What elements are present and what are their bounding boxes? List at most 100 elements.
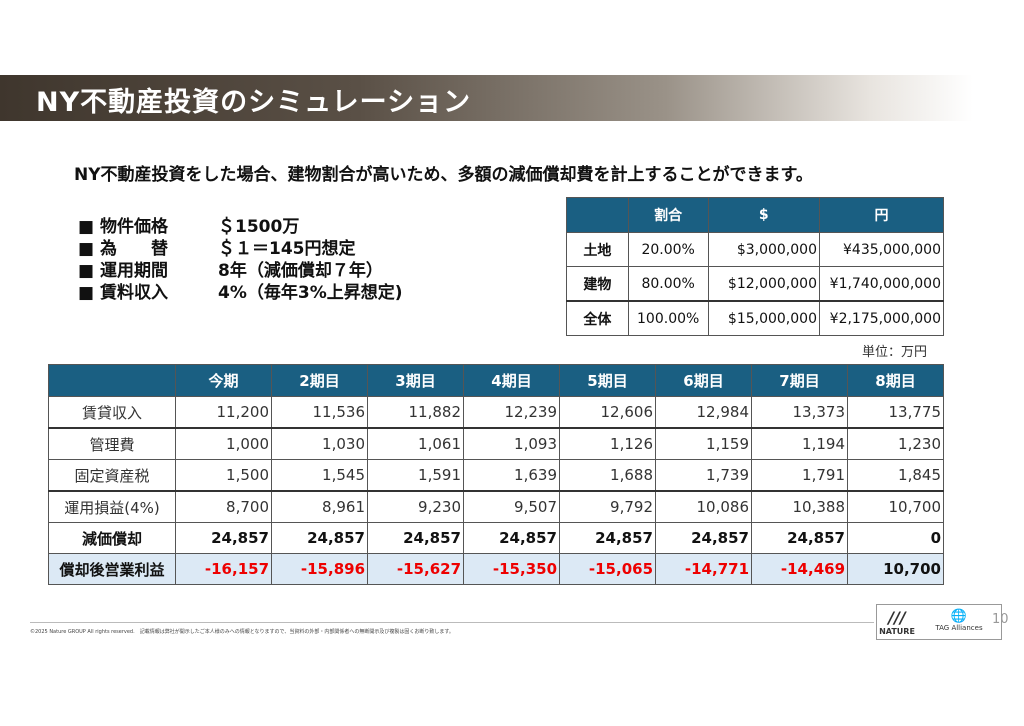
nature-logo: ///NATURE: [879, 608, 915, 636]
footer-divider: [30, 622, 874, 623]
table-cell: 10,700: [847, 490, 944, 523]
table-cell: 0: [847, 522, 944, 554]
column-header: 今期: [175, 364, 272, 397]
table-cell: 12,239: [463, 396, 560, 429]
table-cell: 12,606: [559, 396, 656, 429]
table-cell: 全体: [566, 300, 629, 336]
table-cell: 80.00%: [627, 266, 709, 302]
column-header: 6期目: [655, 364, 752, 397]
table-cell: 1,791: [751, 459, 848, 492]
column-header: 割合: [627, 197, 709, 233]
bullet-label: ■ 為 替: [78, 239, 168, 259]
title-bar: NY不動産投資のシミュレーション: [0, 75, 1024, 121]
table-cell: 11,200: [175, 396, 272, 429]
table-cell: 10,700: [847, 553, 944, 585]
logos: ///NATURE 🌐 TAG Alliances: [876, 604, 1002, 640]
unit-label: 単位：万円: [862, 345, 928, 360]
table-cell: 1,739: [655, 459, 752, 492]
table-cell: 12,984: [655, 396, 752, 429]
table-cell: 13,373: [751, 396, 848, 429]
table-cell: 8,961: [271, 490, 368, 523]
table-cell: $12,000,000: [707, 266, 820, 302]
table-cell: 減価償却: [48, 522, 176, 554]
table-cell: 24,857: [751, 522, 848, 554]
table-cell: 1,159: [655, 427, 752, 460]
column-header: 5期目: [559, 364, 656, 397]
bullet-value: ＄1500万: [218, 217, 300, 237]
table-cell: 11,882: [367, 396, 464, 429]
table-row: 運用損益(4%) 8,700 8,961 9,230 9,507 9,792 10,086 1…: [48, 490, 944, 523]
table-cell: -15,065: [559, 553, 656, 585]
table-cell: 1,126: [559, 427, 656, 460]
table-cell: 9,792: [559, 490, 656, 523]
table-cell: 24,857: [367, 522, 464, 554]
table-cell: 1,591: [367, 459, 464, 492]
table-cell: 8,700: [175, 490, 272, 523]
table-cell: 1,030: [271, 427, 368, 460]
bullet-label: ■ 運用期間: [78, 261, 168, 281]
table-row: 建物 80.00% $12,000,000 ¥1,740,000,000: [566, 266, 945, 302]
table-cell: 土地: [566, 232, 629, 267]
column-header: 8期目: [847, 364, 944, 397]
table-cell: ¥435,000,000: [818, 232, 945, 267]
ratio-table: 割合 $ 円土地 20.00% $3,000,000 ¥435,000,000 建物 80.0…: [566, 197, 945, 336]
table-cell: 24,857: [271, 522, 368, 554]
bullet-value: 4%（毎年3%上昇想定): [218, 283, 403, 303]
table-cell: 1,061: [367, 427, 464, 460]
table-row: 賃貸収入 11,200 11,536 11,882 12,239 12,606 12,984…: [48, 396, 944, 429]
footer-text: ©2025 Nature GROUP All rights reserved. …: [30, 629, 454, 635]
table-cell: 10,086: [655, 490, 752, 523]
table-cell: 償却後営業利益: [48, 553, 176, 585]
column-header: 3期目: [367, 364, 464, 397]
table-row: 管理費 1,000 1,030 1,061 1,093 1,126 1,159 1,194 1,…: [48, 427, 944, 460]
table-cell: 運用損益(4%): [48, 490, 176, 523]
page-number: 10: [992, 612, 1009, 627]
bullet-label: ■ 物件価格: [78, 217, 168, 237]
column-header: 2期目: [271, 364, 368, 397]
table-cell: 1,845: [847, 459, 944, 492]
table-cell: 13,775: [847, 396, 944, 429]
table-cell: 管理費: [48, 427, 176, 460]
table-cell: 9,507: [463, 490, 560, 523]
bullet-list: ■ 物件価格 ＄1500万 ■ 為 替 ＄１＝145円想定 ■ 運用期間 8年（減価償却７…: [78, 216, 403, 304]
table-row: 償却後営業利益 -16,157 -15,896 -15,627 -15,350 -15,0…: [48, 553, 944, 585]
bullet-item: ■ 物件価格 ＄1500万: [78, 216, 403, 238]
bullet-item: ■ 運用期間 8年（減価償却７年）: [78, 260, 403, 282]
table-cell: 100.00%: [627, 300, 709, 336]
table-cell: 20.00%: [627, 232, 709, 267]
table-cell: 1,639: [463, 459, 560, 492]
table-cell: 1,093: [463, 427, 560, 460]
table-cell: 1,500: [175, 459, 272, 492]
table-row: 土地 20.00% $3,000,000 ¥435,000,000: [566, 232, 945, 267]
table-row: 固定資産税 1,500 1,545 1,591 1,639 1,688 1,739 1,791…: [48, 459, 944, 492]
table-cell: -14,469: [751, 553, 848, 585]
bullet-value: ＄１＝145円想定: [218, 239, 356, 259]
page-title: NY不動産投資のシミュレーション: [36, 87, 472, 118]
table-cell: 24,857: [655, 522, 752, 554]
bullet-value: 8年（減価償却７年）: [218, 261, 383, 281]
table-cell: 1,688: [559, 459, 656, 492]
table-cell: -16,157: [175, 553, 272, 585]
table-cell: 賃貸収入: [48, 396, 176, 429]
table-cell: 10,388: [751, 490, 848, 523]
table-cell: $15,000,000: [707, 300, 820, 336]
table-cell: 固定資産税: [48, 459, 176, 492]
table-row: 減価償却 24,857 24,857 24,857 24,857 24,857 24,857…: [48, 522, 944, 554]
table-cell: 1,000: [175, 427, 272, 460]
table-cell: 9,230: [367, 490, 464, 523]
table-cell: 建物: [566, 266, 629, 302]
table-cell: 24,857: [175, 522, 272, 554]
simulation-table: 今期 2期目 3期目 4期目 5期目 6期目 7期目 8期目 賃貸収入 11,200 11,536 1…: [48, 364, 944, 585]
bullet-item: ■ 賃料収入 4%（毎年3%上昇想定): [78, 282, 403, 304]
table-cell: 1,194: [751, 427, 848, 460]
column-header: $: [707, 197, 820, 233]
table-cell: 24,857: [463, 522, 560, 554]
table-cell: ¥1,740,000,000: [818, 266, 945, 302]
table-cell: 1,545: [271, 459, 368, 492]
table-cell: -15,627: [367, 553, 464, 585]
table-cell: -14,771: [655, 553, 752, 585]
column-header: 7期目: [751, 364, 848, 397]
table-cell: $3,000,000: [707, 232, 820, 267]
tag-alliances-logo: 🌐 TAG Alliances: [935, 609, 983, 632]
header-row: 割合 $ 円: [566, 197, 945, 233]
